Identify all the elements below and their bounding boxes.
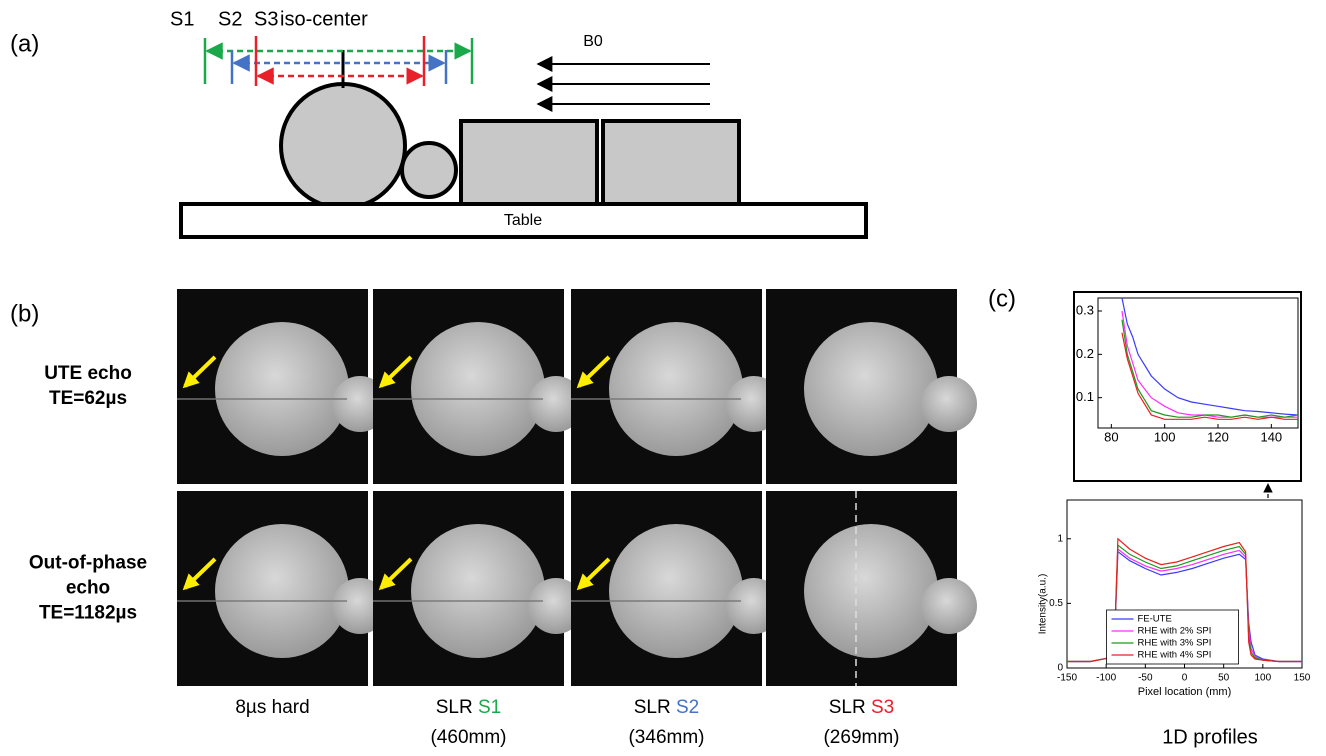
x-tick-label: 50 [1218,673,1230,684]
column-method: SLR [829,697,866,718]
phantom-disc [804,322,938,456]
column-label: SLR S3 [829,697,895,718]
column-label: SLR S2 [634,697,700,718]
row-label: TE=62µs [49,388,127,409]
column-method: SLR [634,697,671,718]
column-slice: S2 [676,697,699,718]
x-tick-label: -150 [1057,673,1077,684]
column-size: (460mm) [430,727,506,748]
caption: 1D profiles [1162,726,1258,748]
x-tick-label: 100 [1254,673,1271,684]
column-size: (346mm) [628,727,704,748]
x-axis-label: Pixel location (mm) [1138,686,1232,698]
x-tick-label: -50 [1138,673,1153,684]
column-slice: S1 [478,697,501,718]
legend-entry: RHE with 3% SPI [1138,638,1212,649]
phantom-small [402,143,456,197]
x-tick-label: 100 [1154,429,1176,444]
mr-image [177,491,388,686]
column-method: 8µs hard [235,697,309,718]
column-method: SLR [436,697,473,718]
slice-label: S1 [170,8,194,30]
b0-arrows [538,64,710,104]
phantom-disc [215,322,349,456]
y-tick-label: 0.1 [1076,389,1094,404]
row-label: Out-of-phase [29,553,147,574]
mr-image [373,289,584,484]
phantom-disc-small [921,578,977,634]
column-slice: S3 [871,697,894,718]
y-tick-label: 0.3 [1076,302,1094,317]
x-tick-label: 150 [1294,673,1311,684]
iso-label: iso-center [280,8,368,30]
column-label: 8µs hard [235,697,309,718]
phantom-box [603,121,739,204]
figure: (a) Table iso-center B0 S1 S2 S3 (b) UTE e… [0,0,1326,756]
phantom-disc [215,524,349,658]
plot-area [1098,298,1298,428]
mr-image [177,289,388,484]
phantom-disc [804,524,938,658]
b0-label: B0 [583,33,603,50]
y-axis-label: Intensity(a.u.) [1038,574,1049,635]
row-label: echo [66,578,110,599]
x-tick-label: 80 [1104,429,1118,444]
phantom-box [461,121,597,204]
slice-label: S3 [254,8,278,30]
panel-label: (c) [988,285,1016,312]
x-tick-label: 140 [1260,429,1282,444]
phantom-disc [609,524,743,658]
y-tick-label: 1 [1057,533,1063,544]
phantom-large [281,84,405,208]
column-label: SLR S1 [436,697,502,718]
row-label: TE=1182µs [39,603,137,624]
mr-image [373,491,584,686]
mr-image [571,289,782,484]
legend-entry: FE-UTE [1138,614,1172,625]
column-size: (269mm) [823,727,899,748]
y-tick-label: 0.5 [1049,598,1063,609]
x-tick-label: -100 [1096,673,1116,684]
y-tick-label: 0.2 [1076,346,1094,361]
panel-label: (a) [10,30,39,57]
legend-entry: RHE with 2% SPI [1138,626,1212,637]
phantom-disc-small [921,376,977,432]
x-tick-label: 120 [1207,429,1229,444]
mr-image [571,491,782,686]
phantom-disc [411,322,545,456]
y-tick-label: 0 [1057,663,1063,674]
mr-image [766,491,977,686]
mr-image [766,289,977,484]
panel-label: (b) [10,300,39,327]
phantom-disc [411,524,545,658]
legend-entry: RHE with 4% SPI [1138,650,1212,661]
row-label: UTE echo [44,363,132,384]
table-label: Table [504,212,542,229]
x-tick-label: 0 [1182,673,1188,684]
phantom-disc [609,322,743,456]
slice-label: S2 [218,8,242,30]
